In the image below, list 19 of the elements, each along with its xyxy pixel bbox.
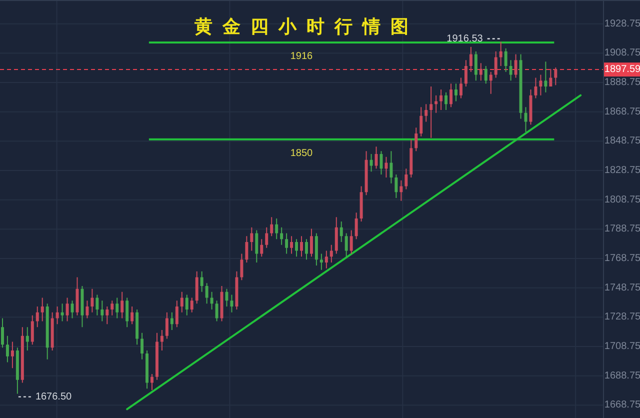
y-tick-label: 1728.75	[604, 312, 640, 323]
y-tick-label: 1808.75	[604, 194, 640, 206]
ref-line-label: 1850	[290, 148, 314, 159]
y-tick-label: 1768.75	[604, 253, 640, 264]
y-tick-label: 1908.75	[604, 48, 640, 59]
y-tick-label: 1668.75	[604, 400, 640, 411]
annotation: 1916.53	[446, 33, 484, 44]
y-tick-label: 1708.75	[604, 341, 640, 352]
y-tick-label: 1848.75	[604, 136, 640, 147]
y-tick-label: 1928.75	[604, 18, 640, 30]
annotation: 1676.50	[35, 391, 72, 402]
y-tick-label: 1868.75	[604, 106, 640, 118]
y-tick-label: 1788.75	[604, 224, 640, 235]
y-tick-label: 1748.75	[604, 282, 640, 294]
y-tick-label: 1888.75	[604, 77, 640, 88]
ref-line-label: 1916	[290, 51, 314, 62]
y-tick-label: 1688.75	[604, 370, 640, 382]
title: 黄金四小时行情图	[194, 16, 418, 38]
y-tick-label: 1828.75	[604, 165, 640, 176]
